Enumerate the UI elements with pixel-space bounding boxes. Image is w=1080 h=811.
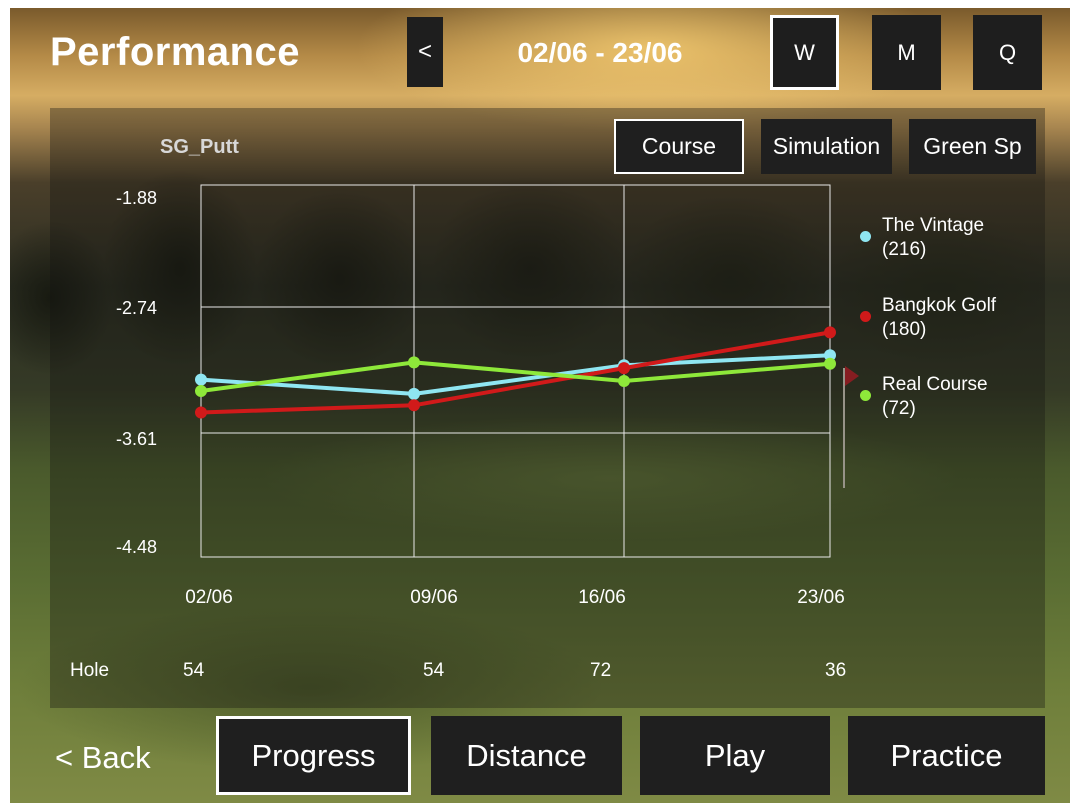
data-point bbox=[408, 387, 420, 400]
metric-label: SG_Putt bbox=[160, 136, 239, 158]
legend-count: (180) bbox=[882, 319, 927, 340]
data-point bbox=[408, 356, 420, 369]
legend-dot bbox=[860, 231, 871, 242]
page-title: Performance bbox=[50, 30, 301, 74]
period-month-button[interactable]: M bbox=[872, 15, 941, 90]
legend-name: Real Course bbox=[882, 374, 988, 395]
hole-count: 36 bbox=[825, 660, 847, 681]
tab-simulation[interactable]: Simulation bbox=[761, 119, 892, 174]
back-button[interactable]: < Back bbox=[55, 740, 151, 775]
data-point bbox=[618, 362, 630, 375]
period-week-button[interactable]: W bbox=[770, 15, 839, 90]
data-point bbox=[195, 406, 207, 419]
chart-panel bbox=[50, 108, 1045, 708]
tab-green-speed[interactable]: Green Sp bbox=[909, 119, 1036, 174]
y-tick-label: -4.48 bbox=[116, 537, 157, 557]
hole-count: 54 bbox=[423, 660, 445, 681]
previous-period-button[interactable]: < bbox=[407, 17, 443, 87]
series-line bbox=[199, 330, 832, 415]
nav-progress-button[interactable]: Progress bbox=[216, 716, 411, 795]
treeline-silhouette bbox=[10, 128, 1070, 408]
data-point bbox=[824, 349, 836, 362]
nav-distance-button[interactable]: Distance bbox=[431, 716, 622, 795]
data-point bbox=[195, 373, 207, 386]
legend-count: (216) bbox=[882, 239, 927, 260]
legend-count: (72) bbox=[882, 398, 916, 419]
x-tick-label: 02/06 bbox=[185, 587, 233, 608]
golf-course-background bbox=[10, 8, 1070, 803]
x-tick-label: 09/06 bbox=[410, 587, 458, 608]
legend-name: Bangkok Golf bbox=[882, 295, 997, 316]
nav-practice-button[interactable]: Practice bbox=[848, 716, 1045, 795]
y-tick-label: -1.88 bbox=[116, 188, 157, 208]
date-range-label: 02/06 - 23/06 bbox=[517, 37, 683, 68]
series-line bbox=[199, 360, 832, 393]
hole-count: 54 bbox=[183, 660, 205, 681]
flag-icon bbox=[845, 366, 859, 386]
plot-frame bbox=[200, 184, 831, 558]
data-point bbox=[195, 385, 207, 397]
data-point bbox=[824, 326, 836, 339]
y-tick-label: -2.74 bbox=[116, 298, 157, 318]
period-quarter-button[interactable]: Q bbox=[973, 15, 1042, 90]
hole-row-label: Hole bbox=[70, 660, 110, 681]
legend-dot bbox=[860, 390, 871, 401]
series-line bbox=[199, 353, 832, 396]
y-tick-label: -3.61 bbox=[116, 429, 157, 449]
x-tick-label: 23/06 bbox=[797, 587, 845, 608]
flag-pole bbox=[843, 368, 845, 488]
data-point bbox=[618, 375, 630, 387]
data-point bbox=[408, 399, 420, 412]
legend-name: The Vintage bbox=[882, 215, 985, 236]
hole-count: 72 bbox=[590, 660, 612, 681]
tab-course[interactable]: Course bbox=[614, 119, 744, 174]
data-point bbox=[824, 357, 836, 370]
nav-play-button[interactable]: Play bbox=[640, 716, 830, 795]
legend-dot bbox=[860, 311, 871, 322]
x-tick-label: 16/06 bbox=[578, 587, 626, 608]
